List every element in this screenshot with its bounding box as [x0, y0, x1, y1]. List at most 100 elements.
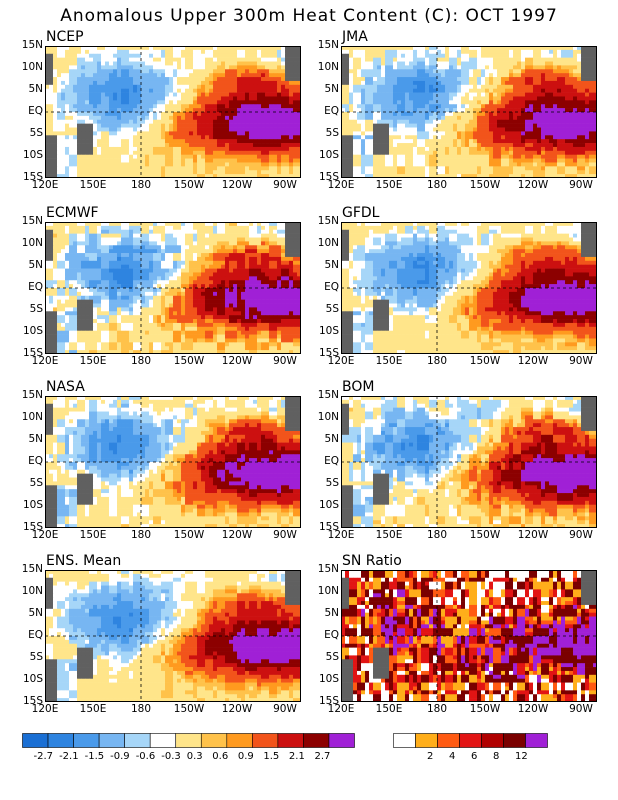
- heatmap-cell: [209, 65, 214, 70]
- heatmap-cell: [137, 84, 142, 89]
- heatmap-cell: [421, 127, 426, 132]
- heatmap-cell: [113, 158, 118, 163]
- heatmap-cell: [97, 131, 102, 136]
- heatmap-cell: [565, 61, 570, 66]
- heatmap-cell: [577, 100, 582, 105]
- heatmap-cell: [145, 108, 150, 113]
- heatmap-cell: [125, 115, 130, 121]
- heatmap-cell: [65, 131, 70, 136]
- heatmap-cell: [365, 46, 370, 51]
- heatmap-cell: [81, 241, 86, 246]
- heatmap-cell: [461, 119, 466, 124]
- heatmap-cell: [541, 123, 546, 128]
- x-tick-label: 90W: [569, 179, 593, 191]
- heatmap-cell: [549, 73, 554, 78]
- heatmap-cell: [201, 112, 206, 117]
- heatmap-cell: [489, 73, 494, 78]
- heatmap-cell: [205, 65, 210, 70]
- heatmap-cell: [393, 170, 398, 175]
- heatmap-cell: [125, 162, 130, 167]
- heatmap-cell: [257, 84, 262, 89]
- heatmap-cell: [453, 162, 458, 167]
- heatmap-cell: [89, 158, 94, 163]
- heatmap-cell: [81, 253, 86, 258]
- heatmap-cell: [229, 77, 234, 82]
- heatmap-cell: [113, 104, 118, 109]
- heatmap-cell: [129, 112, 134, 117]
- heatmap-cell: [369, 88, 374, 93]
- heatmap-cell: [209, 174, 214, 178]
- heatmap-cell: [73, 49, 78, 55]
- heatmap-cell: [289, 88, 294, 93]
- heatmap-cell: [181, 249, 186, 254]
- heatmap-cell: [449, 146, 454, 152]
- heatmap-cell: [577, 143, 582, 148]
- heatmap-cell: [157, 65, 162, 70]
- heatmap-cell: [245, 135, 250, 140]
- heatmap-cell: [349, 88, 354, 93]
- heatmap-cell: [453, 146, 458, 152]
- heatmap-cell: [477, 123, 482, 128]
- heatmap-cell: [201, 88, 206, 93]
- heatmap-cell: [573, 174, 578, 178]
- heatmap-cell: [521, 123, 526, 128]
- heatmap-cell: [517, 49, 522, 55]
- heatmap-cell: [457, 143, 462, 148]
- heatmap-cell: [465, 146, 470, 152]
- heatmap-cell: [589, 104, 594, 109]
- heatmap-cell: [73, 100, 78, 105]
- heatmap-cell: [457, 174, 462, 178]
- heatmap-cell: [585, 84, 590, 89]
- heatmap-cell: [353, 53, 358, 58]
- heatmap-cell: [505, 104, 510, 109]
- heatmap-cell: [209, 253, 214, 258]
- heatmap-cell: [153, 53, 158, 58]
- heatmap-cell: [57, 96, 62, 101]
- heatmap-cell: [505, 139, 510, 144]
- heatmap-cell: [229, 249, 234, 254]
- heatmap-cell: [517, 143, 522, 148]
- heatmap-cell: [429, 154, 434, 159]
- heatmap-cell: [517, 170, 522, 175]
- heatmap-cell: [261, 170, 266, 175]
- heatmap-cell: [377, 150, 382, 155]
- heatmap-cell: [61, 88, 66, 93]
- heatmap-cell: [61, 162, 66, 167]
- heatmap-cell: [221, 104, 226, 109]
- heatmap-cell: [221, 143, 226, 148]
- heatmap-cell: [525, 170, 530, 175]
- heatmap-cell: [449, 135, 454, 140]
- heatmap-cell: [569, 127, 574, 132]
- heatmap-cell: [505, 53, 510, 58]
- heatmap-cell: [225, 154, 230, 159]
- heatmap-cell: [209, 162, 214, 167]
- heatmap-cell: [549, 88, 554, 93]
- heatmap-cell: [465, 139, 470, 144]
- heatmap-cell: [481, 49, 486, 55]
- heatmap-cell: [189, 69, 194, 74]
- heatmap-cell: [433, 46, 438, 51]
- heatmap-cell: [541, 127, 546, 132]
- heatmap-cell: [61, 154, 66, 159]
- heatmap-cell: [145, 53, 150, 58]
- heatmap-cell: [85, 256, 90, 262]
- heatmap-cell: [45, 53, 50, 58]
- heatmap-cell: [101, 139, 106, 144]
- heatmap-cell: [157, 131, 162, 136]
- heatmap-cell: [421, 100, 426, 105]
- heatmap-cell: [401, 139, 406, 144]
- heatmap-cell: [241, 241, 246, 246]
- heatmap-cell: [553, 154, 558, 159]
- heatmap-cell: [549, 96, 554, 101]
- heatmap-cell: [517, 174, 522, 178]
- heatmap-cell: [161, 135, 166, 140]
- heatmap-cell: [537, 146, 542, 152]
- heatmap-cell: [557, 150, 562, 155]
- heatmap-cell: [557, 162, 562, 167]
- heatmap-cell: [589, 77, 594, 82]
- heatmap-cell: [177, 88, 182, 93]
- heatmap-cell: [461, 174, 466, 178]
- heatmap-cell: [529, 53, 534, 58]
- heatmap-cell: [441, 69, 446, 74]
- heatmap-cell: [225, 162, 230, 167]
